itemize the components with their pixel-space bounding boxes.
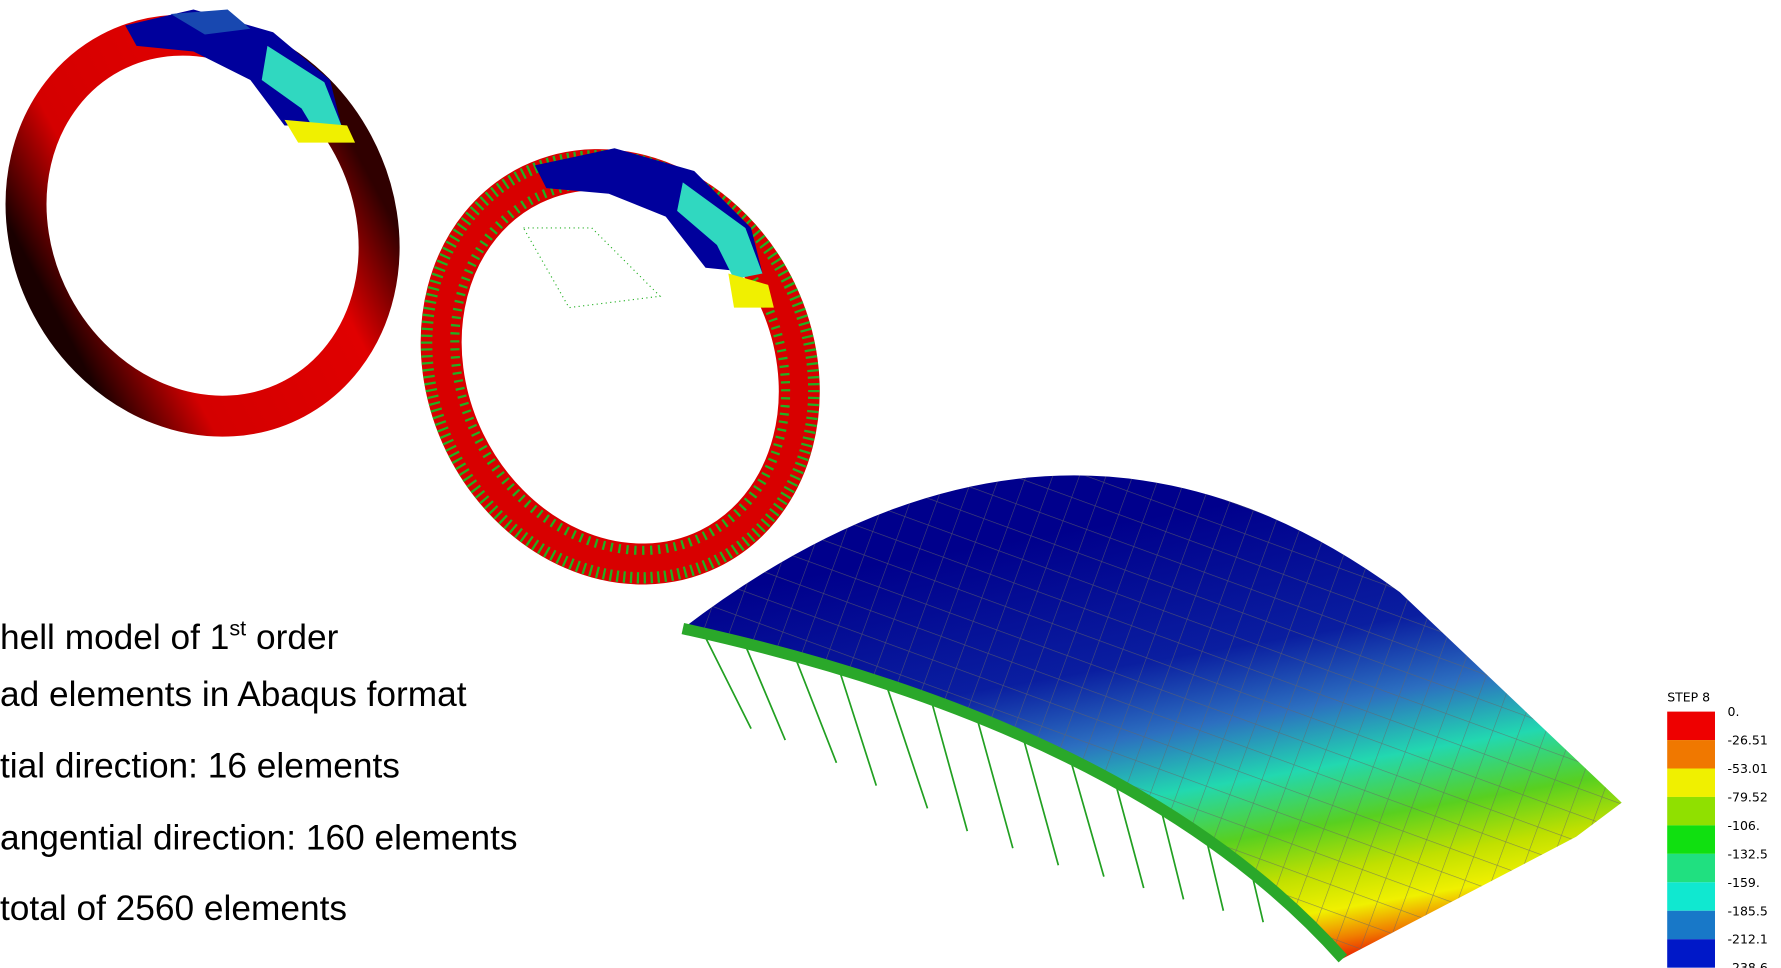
bullet-text: hell model of 1st order — [0, 615, 339, 657]
legend-label: -79.52 — [1728, 790, 1768, 805]
legend-label: -53.01 — [1728, 761, 1768, 776]
bullet-text: angential direction: 160 elements — [0, 818, 518, 857]
legend-label: -132.5 — [1728, 846, 1768, 861]
text: angential direction: 160 elements — [0, 818, 518, 857]
legend-label: -26.51 — [1728, 733, 1768, 748]
legend-swatch — [1667, 882, 1715, 910]
legend-label: -185.5 — [1728, 903, 1768, 918]
legend-swatch — [1667, 825, 1715, 853]
ring-model — [0, 0, 445, 479]
bullet-text: tial direction: 16 elements — [0, 747, 400, 786]
text: ad elements in Abaqus format — [0, 675, 467, 714]
bullet-text: ad elements in Abaqus format — [0, 675, 467, 714]
legend-swatch — [1667, 854, 1715, 882]
bullet-text: total of 2560 elements — [0, 889, 347, 928]
superscript: st — [229, 615, 246, 640]
page: hell model of 1st order ad elements in Ab… — [0, 0, 1781, 968]
legend-label: 0. — [1728, 704, 1740, 719]
legend-swatch — [1667, 797, 1715, 825]
legend-label: -106. — [1728, 818, 1760, 833]
contour-legend: STEP 8 0. -26.51 -53.01 -79.52 -106. -132.5 -15… — [1667, 689, 1768, 968]
legend-swatch — [1667, 740, 1715, 768]
legend-swatch — [1667, 911, 1715, 939]
text: order — [246, 618, 338, 657]
legend-label: -238.6 — [1728, 960, 1768, 968]
legend-title: STEP 8 — [1667, 689, 1710, 704]
legend-swatch — [1667, 712, 1715, 740]
legend-label: -159. — [1728, 875, 1760, 890]
bullet-list: hell model of 1st order ad elements in Ab… — [0, 615, 518, 928]
text: total of 2560 elements — [0, 889, 347, 928]
text: tial direction: 16 elements — [0, 747, 400, 786]
legend-swatch — [1667, 769, 1715, 797]
legend-swatch — [1667, 939, 1715, 967]
slide: hell model of 1st order ad elements in Ab… — [0, 0, 1781, 968]
legend-label: -212.1 — [1728, 932, 1768, 947]
shell-section — [683, 475, 1622, 958]
text: hell model of 1 — [0, 618, 229, 657]
